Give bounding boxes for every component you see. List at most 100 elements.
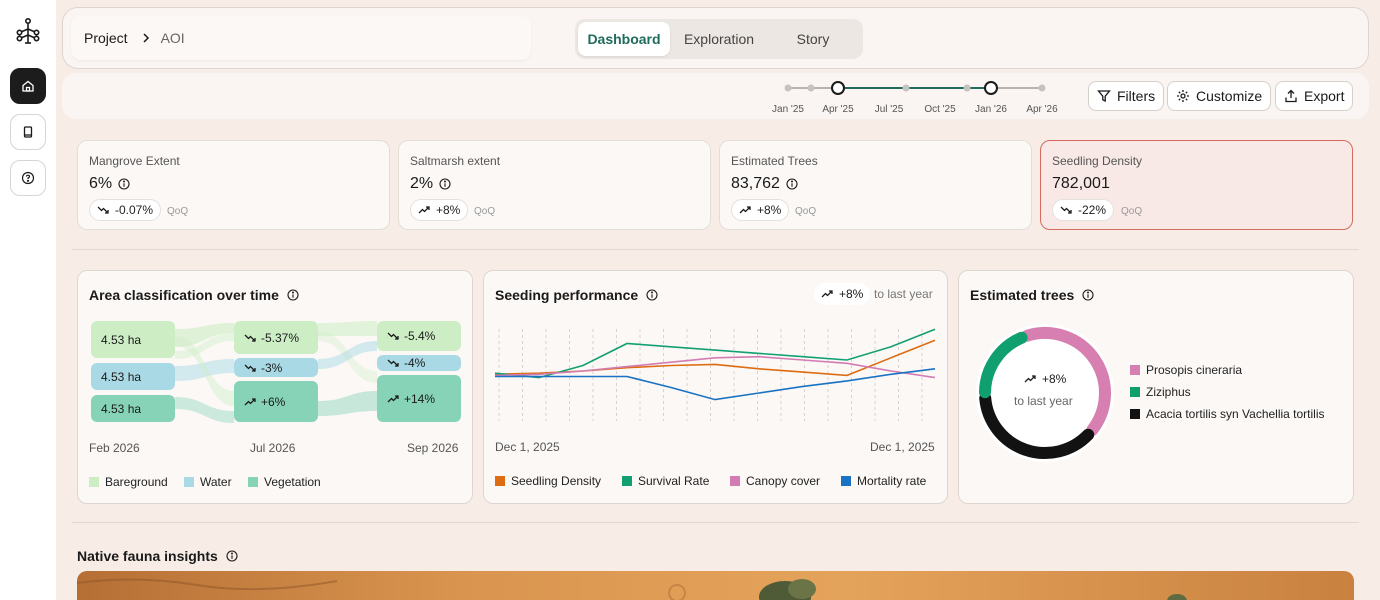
section-divider [72,522,1359,523]
tree-logo-icon[interactable] [14,17,42,45]
timeline-label: Jul '25 [874,104,904,115]
section-title: Native fauna insights [77,548,218,564]
nav-home-button[interactable] [10,68,46,104]
panel-title-row: Estimated trees [970,287,1094,303]
area-value: 4.53 ha [101,369,142,384]
info-icon[interactable] [1082,289,1094,301]
sankey-flows [175,321,377,423]
donut-slice-prosopis [1021,327,1111,437]
info-icon[interactable] [226,550,238,562]
area-bar-water: 4.53 ha [91,363,175,390]
tab-story[interactable]: Story [796,31,830,47]
trend-down-icon [387,359,399,367]
legend-label: Bareground [105,475,168,489]
yoy-change: +8% [839,287,864,301]
legend-swatch [730,476,740,486]
legend-item: Bareground [89,475,168,489]
legend-label: Seedling Density [511,474,602,488]
donut-background [976,324,1114,462]
customize-label: Customize [1196,88,1263,104]
yoy-suffix: to last year [874,287,933,301]
legend-swatch [184,477,194,487]
legend-item: Canopy cover [730,474,820,488]
area-bar-bareground: -5.37% [234,321,318,354]
area-bar-vegetation: +14% [377,375,461,422]
area-bar-bareground: 4.53 ha [91,321,175,358]
filters-button[interactable]: Filters [1088,81,1165,111]
trend-down-icon [244,364,256,372]
area-bar-water: -3% [234,358,318,377]
legend-item: Water [184,475,232,489]
export-icon [1285,89,1297,103]
filter-toolbar: Jan '25 Apr '25 Jul '25 Oct '25 Jan '26 … [62,73,1369,119]
legend-label: Ziziphus [1146,385,1191,399]
timeline-label: Apr '25 [822,104,854,115]
kpi-change-badge: -22% [1052,199,1115,221]
help-icon [21,171,35,185]
panel-title: Estimated trees [970,287,1075,303]
area-change: -4% [404,356,426,370]
area-change: +6% [261,394,286,409]
x-axis-end-label: Dec 1, 2025 [870,440,935,454]
legend-swatch [248,477,258,487]
legend-label: Canopy cover [746,474,821,488]
legend-swatch [1130,409,1140,419]
legend-swatch [841,476,851,486]
area-bar-water: -4% [377,355,461,371]
customize-button[interactable]: Customize [1167,81,1272,111]
series-line-canopy-cover [494,355,936,379]
legend-swatch [1130,365,1140,375]
area-change: -5.4% [404,329,436,343]
home-icon [22,80,34,92]
seeding-line-chart [494,328,936,421]
info-icon[interactable] [118,178,130,190]
legend-item: Survival Rate [622,474,709,488]
estimated-trees-panel: Estimated trees +8% to last year Prosopi… [958,270,1354,504]
tab-exploration[interactable]: Exploration [683,31,755,47]
nav-book-button[interactable] [10,114,46,150]
section-divider [72,249,1359,250]
date-range-slider[interactable]: Jan '25 Apr '25 Jul '25 Oct '25 Jan '26 … [762,73,1062,119]
kpi-card-saltmarsh-extent[interactable]: Saltmarsh extent 2% +8% QoQ [398,140,711,230]
legend-swatch [89,477,99,487]
panel-title-row: Seeding performance [495,287,658,303]
kpi-card-seedling-density[interactable]: Seedling Density 782,001 -22% QoQ [1040,140,1353,230]
export-button[interactable]: Export [1275,81,1354,111]
legend-swatch [622,476,632,486]
kpi-title: Saltmarsh extent [410,154,501,168]
legend-item: Ziziphus [1130,385,1191,399]
kpi-value-row: 83,762 [731,175,798,193]
legend-swatch [495,476,505,486]
gear-icon [1177,90,1189,102]
kpi-period: QoQ [795,206,817,217]
timeline-label: Oct '25 [924,104,956,115]
breadcrumb-current: AOI [160,30,185,46]
breadcrumb-project-link[interactable]: Project [84,30,128,46]
info-icon[interactable] [786,178,798,190]
kpi-change: -0.07% [115,203,154,217]
panel-title-row: Area classification over time [89,287,299,303]
nav-help-button[interactable] [10,160,46,196]
legend-item: Seedling Density [495,474,601,488]
tab-dashboard[interactable]: Dashboard [578,22,670,56]
kpi-value: 2% [410,175,434,192]
kpi-card-estimated-trees[interactable]: Estimated Trees 83,762 +8% QoQ [719,140,1032,230]
kpi-change: +8% [757,203,782,217]
trend-up-icon [821,290,833,298]
kpi-period: QoQ [1121,206,1143,217]
info-icon[interactable] [439,178,451,190]
kpi-period: QoQ [474,206,496,217]
legend-item: Prosopis cineraria [1130,363,1242,377]
kpi-card-mangrove-extent[interactable]: Mangrove Extent 6% -0.07% QoQ [77,140,390,230]
info-icon[interactable] [287,289,299,301]
legend-item: Mortality rate [841,474,926,488]
main-content: Project AOI Dashboard Exploration Story [56,0,1380,600]
info-icon[interactable] [646,289,658,301]
area-date-label: Jul 2026 [250,441,296,455]
breadcrumb: Project AOI [71,16,531,60]
area-classification-panel: Area classification over time 4.53 ha 4.… [77,270,473,504]
donut-slice-acacia [979,392,1095,459]
fauna-aerial-image [77,571,1354,600]
timeline-label: Apr '26 [1026,104,1058,115]
timeline-track [784,81,1046,95]
